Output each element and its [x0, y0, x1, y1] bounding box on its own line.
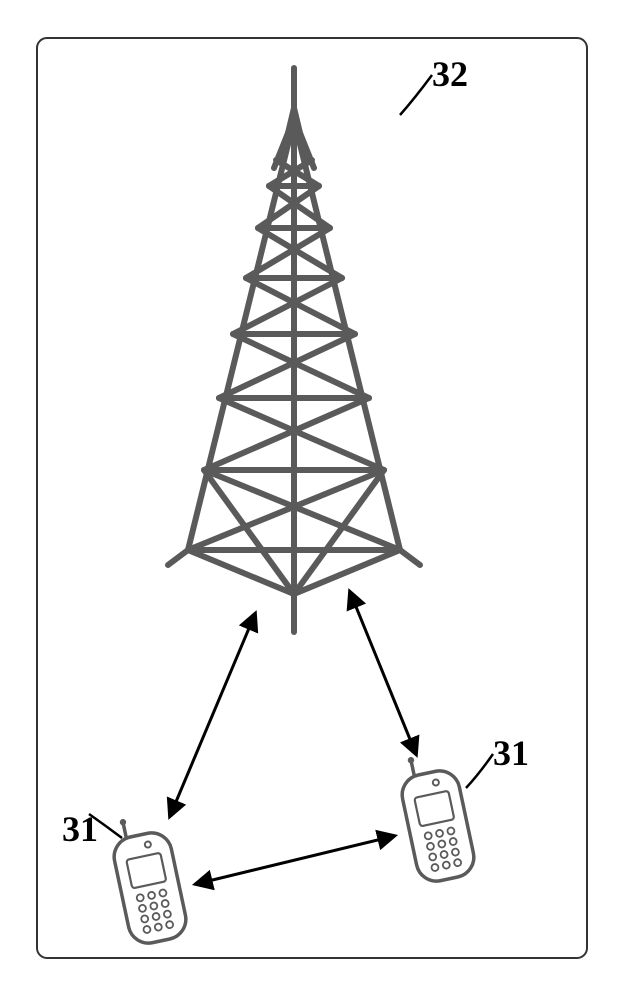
tower-label: 32: [432, 53, 468, 95]
diagram-svg: [0, 0, 624, 1000]
mobile-phone-left-icon: [106, 810, 189, 946]
cell-tower-icon: [168, 68, 420, 632]
phone-left-label: 31: [62, 808, 98, 850]
mobile-phone-right-icon: [394, 748, 477, 884]
phone-right-label: 31: [493, 732, 529, 774]
connection-arrows: [170, 592, 416, 884]
diagram-canvas: 32 31 31: [0, 0, 624, 1000]
